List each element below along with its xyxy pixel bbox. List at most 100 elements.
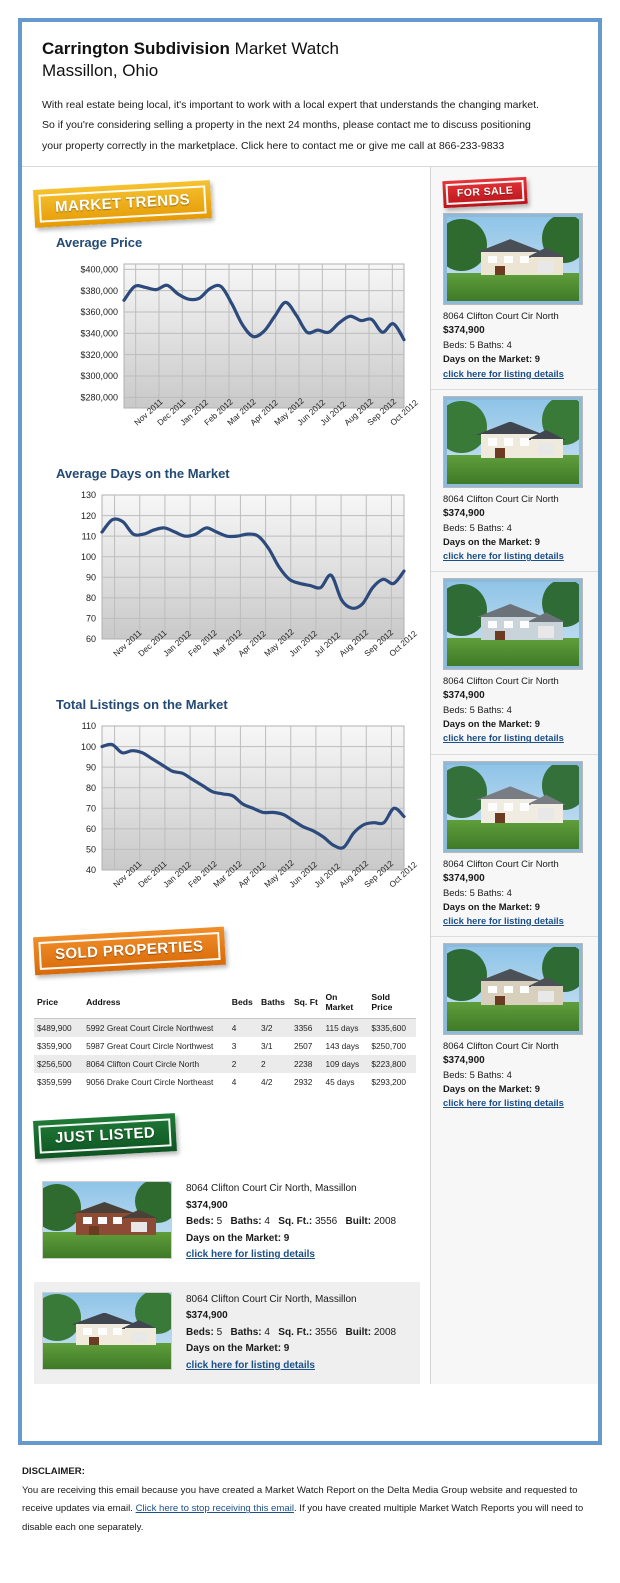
sold-cell-baths: 3/2	[258, 1018, 291, 1038]
chart-plot-average-dom: 130 120 110 100 90 80 70 60	[56, 489, 408, 649]
for-sale-thumbnail[interactable]	[443, 213, 583, 306]
svg-text:70: 70	[86, 804, 96, 814]
thumbnail-image	[447, 217, 579, 302]
sold-properties-table-head: Price Address Beds Baths Sq. Ft On Marke…	[34, 988, 416, 1020]
sqft-label: Sq. Ft.:	[278, 1216, 313, 1228]
just-listed-address: 8064 Clifton Court Cir North, Massillon	[186, 1183, 357, 1195]
chart-svg-average-dom: 130 120 110 100 90 80 70 60	[81, 490, 406, 644]
svg-text:$280,000: $280,000	[80, 393, 118, 403]
disclaimer-body: You are receiving this email because you…	[22, 1482, 592, 1538]
svg-text:$320,000: $320,000	[80, 350, 118, 360]
sold-cell-on-market: 109 days	[322, 1055, 369, 1074]
sold-cell-sold-price: $250,700	[371, 1041, 406, 1052]
email-frame: Carrington Subdivision Market Watch Mass…	[18, 18, 602, 1445]
intro-line-2: So if you're considering selling a prope…	[42, 119, 531, 132]
listing-details-link[interactable]: click here for listing details	[443, 732, 564, 744]
just-listed-stamp: JUST LISTED	[33, 1113, 178, 1160]
column-header-on-market: On Market	[322, 988, 369, 1020]
sold-cell-on-market: 143 days	[325, 1041, 360, 1052]
for-sale-price: $374,900	[443, 1055, 485, 1067]
just-listed-thumbnail[interactable]	[42, 1291, 172, 1370]
chart-total-listings: Total Listings on the Market 110 100 90 80 7…	[22, 697, 430, 924]
svg-text:$380,000: $380,000	[80, 286, 118, 296]
svg-text:90: 90	[86, 763, 96, 773]
just-listed-price: $374,900	[186, 1199, 228, 1211]
svg-text:$300,000: $300,000	[80, 371, 118, 381]
built-label: Built:	[345, 1216, 372, 1228]
just-listed-details: 8064 Clifton Court Cir North, Massillon $…	[186, 1181, 396, 1264]
for-sale-thumbnail[interactable]	[443, 943, 583, 1035]
for-sale-listing: 8064 Clifton Court Cir North $374,900 Beds…	[431, 937, 598, 1118]
column-header-address: Address	[83, 988, 229, 1020]
for-sale-sidebar: FOR SALE 8064 Clifton Court Cir North $37…	[430, 167, 598, 1385]
sold-cell-beds: 4	[228, 1018, 259, 1038]
for-sale-days-on-market: Days on the Market: 9	[443, 1083, 540, 1095]
chart-xaxis-average-price: Nov 2011 Dec 2011 Jan 2012 Feb 2012 Mar 2012…	[56, 396, 420, 462]
sold-cell-sold-price: $293,200	[371, 1077, 406, 1088]
chart-svg-average-price: $400,000 $380,000 $360,000 $340,000 $320,000…	[80, 263, 406, 409]
disclaimer-text-a: You are receiving this email because you…	[22, 1484, 578, 1515]
listing-details-link[interactable]: click here for listing details	[443, 914, 564, 926]
sold-cell-address: 5992 Great Court Circle Northwest	[83, 1018, 229, 1038]
thumbnail-image	[447, 947, 579, 1031]
for-sale-details: 8064 Clifton Court Cir North $374,900 Beds…	[443, 674, 588, 745]
for-sale-details: 8064 Clifton Court Cir North $374,900 Beds…	[443, 857, 588, 928]
sold-properties-banner: SOLD PROPERTIES	[22, 926, 430, 978]
svg-text:80: 80	[86, 593, 96, 603]
for-sale-thumbnail[interactable]	[443, 395, 583, 488]
for-sale-address: 8064 Clifton Court Cir North	[443, 1040, 559, 1051]
listing-details-link[interactable]: click here for listing details	[186, 1359, 315, 1371]
sold-cell-beds: 2	[228, 1055, 259, 1074]
svg-text:90: 90	[86, 573, 96, 583]
for-sale-price: $374,900	[443, 872, 485, 884]
sold-cell-sqft: 2932	[293, 1077, 313, 1088]
listing-details-link[interactable]: click here for listing details	[443, 367, 564, 379]
page-title-suffix: Market Watch	[229, 39, 339, 58]
sold-cell-baths: 3/1	[261, 1041, 273, 1052]
column-header-baths: Baths	[258, 988, 291, 1020]
svg-text:$400,000: $400,000	[80, 265, 118, 275]
just-listed-specs: Beds: 5 Baths: 4 Sq. Ft.: 3556 Built: 20…	[186, 1326, 397, 1338]
page-subtitle: Massillon, Ohio	[42, 60, 159, 80]
unsubscribe-link[interactable]: Click here to stop receiving this email	[135, 1503, 294, 1515]
property-photo	[43, 1292, 171, 1369]
listing-details-link[interactable]: click here for listing details	[186, 1249, 315, 1261]
intro-line-3: your property correctly in the marketpla…	[42, 139, 505, 152]
intro-line-1: With real estate being local, it's impor…	[42, 98, 539, 111]
sold-cell-on-market: 115 days	[322, 1018, 369, 1038]
chart-title-average-price: Average Price	[56, 235, 143, 251]
intro-paragraph: With real estate being local, it's impor…	[42, 95, 578, 156]
sold-cell-sold-price: $223,800	[368, 1055, 416, 1074]
svg-text:80: 80	[86, 783, 96, 793]
for-sale-days-on-market: Days on the Market: 9	[443, 535, 540, 547]
just-listed-price: $374,900	[186, 1310, 228, 1322]
for-sale-listing: 8064 Clifton Court Cir North $374,900 Beds…	[431, 207, 598, 390]
sold-properties-label: SOLD PROPERTIES	[38, 932, 221, 971]
just-listed-list: 8064 Clifton Court Cir North, Massillon $…	[22, 1171, 430, 1385]
just-listed-thumbnail[interactable]	[42, 1181, 172, 1260]
page-title-subdivision: Carrington Subdivision	[42, 39, 230, 58]
listing-details-link[interactable]: click here for listing details	[443, 550, 564, 562]
for-sale-thumbnail[interactable]	[443, 578, 583, 671]
thumbnail-image	[447, 582, 579, 667]
sold-properties-stamp: SOLD PROPERTIES	[33, 926, 226, 976]
sold-cell-price: $256,500	[34, 1055, 84, 1074]
for-sale-details: 8064 Clifton Court Cir North $374,900 Beds…	[443, 492, 588, 563]
for-sale-listing: 8064 Clifton Court Cir North $374,900 Beds…	[431, 390, 598, 573]
for-sale-stamp: FOR SALE	[442, 177, 528, 209]
for-sale-list: 8064 Clifton Court Cir North $374,900 Beds…	[431, 207, 598, 1118]
market-trends-banner: MARKET TRENDS	[22, 180, 430, 231]
sold-cell-address: 8064 Clifton Court Circle North	[83, 1055, 229, 1074]
sold-properties-table: Price Address Beds Baths Sq. Ft On Marke…	[34, 988, 416, 1091]
chart-title-total-listings: Total Listings on the Market	[56, 697, 228, 713]
chart-svg-total-listings: 110 100 90 80 70 60 50 40	[81, 721, 406, 875]
built-label: Built:	[345, 1326, 372, 1338]
just-listed-banner: JUST LISTED	[22, 1113, 430, 1163]
svg-text:70: 70	[86, 614, 96, 624]
for-sale-thumbnail[interactable]	[443, 760, 583, 853]
listing-details-link[interactable]: click here for listing details	[443, 1097, 564, 1109]
baths-label: Baths:	[230, 1216, 262, 1228]
svg-text:110: 110	[82, 532, 96, 542]
beds-label: Beds:	[186, 1326, 214, 1338]
property-photo	[447, 399, 579, 484]
